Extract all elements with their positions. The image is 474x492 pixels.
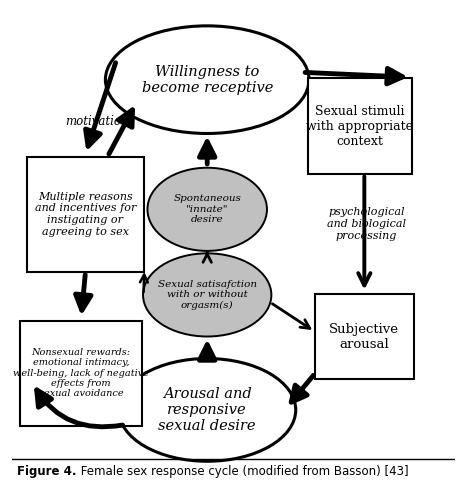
Text: Sexual stimuli
with appropriate
context: Sexual stimuli with appropriate context [306,105,413,148]
Text: Sexual satisafction
with or without
orgasm(s): Sexual satisafction with or without orga… [158,280,257,310]
Text: Multiple reasons
and incentives for
instigating or
agreeing to sex: Multiple reasons and incentives for inst… [35,192,136,237]
FancyBboxPatch shape [20,321,142,426]
Text: Nonsexual rewards:
emotional intimacy,
well-being, lack of negative
effects from: Nonsexual rewards: emotional intimacy, w… [13,348,149,399]
Text: Female sex response cycle (modified from Basson) [43]: Female sex response cycle (modified from… [77,464,408,478]
Text: Willingness to
become receptive: Willingness to become receptive [142,64,273,95]
Ellipse shape [105,26,309,133]
Text: psychological
and biological
processing: psychological and biological processing [327,208,406,241]
FancyBboxPatch shape [308,78,412,174]
FancyBboxPatch shape [315,294,414,379]
Ellipse shape [118,359,296,461]
Text: Subjective
arousal: Subjective arousal [329,323,399,350]
Text: Arousal and
responsive
sexual desire: Arousal and responsive sexual desire [158,387,256,433]
Ellipse shape [147,168,267,251]
Text: Figure 4.: Figure 4. [17,464,76,478]
Text: motivation: motivation [65,115,128,128]
Ellipse shape [143,253,272,337]
FancyBboxPatch shape [27,157,144,272]
Text: Spontaneous
"innate"
desire: Spontaneous "innate" desire [173,194,241,224]
